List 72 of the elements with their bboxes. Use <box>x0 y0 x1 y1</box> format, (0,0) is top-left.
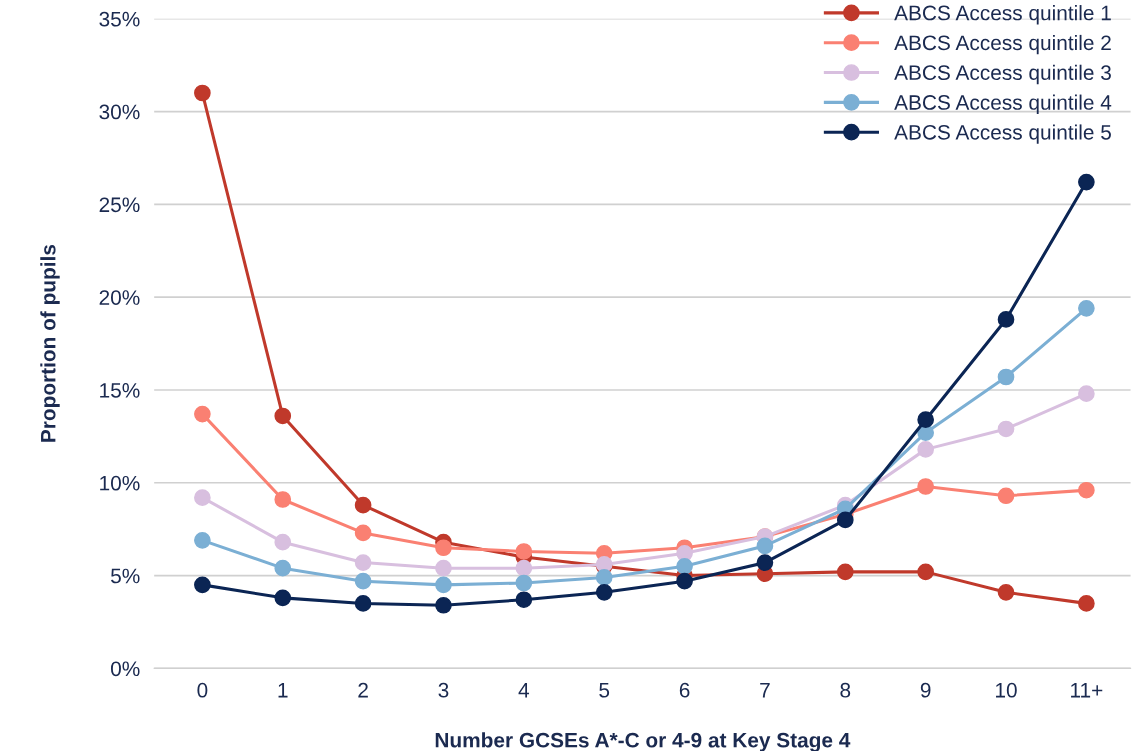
point <box>756 554 774 571</box>
point <box>997 420 1015 438</box>
point <box>917 411 934 429</box>
point <box>595 583 613 601</box>
x-tick-label: 7 <box>760 683 770 698</box>
x-axis-title: Number GCSEs A*-C or 4-9 at Key Stage 4 <box>435 732 851 751</box>
y-axis-title: Proportion of pupils <box>40 244 60 442</box>
legend-label: ABCS Access quintile 2 <box>894 34 1111 55</box>
point <box>997 311 1015 328</box>
point <box>1078 595 1095 612</box>
x-tick-label: 4 <box>518 683 530 698</box>
x-tick-label: 11+ <box>1071 683 1103 698</box>
point <box>997 583 1015 601</box>
point <box>917 478 934 495</box>
y-tick-label: 0% <box>110 661 140 677</box>
point <box>274 533 292 551</box>
point <box>1078 481 1095 499</box>
x-tick-label: 10 <box>996 682 1017 698</box>
point <box>274 407 292 425</box>
point <box>917 441 934 458</box>
point <box>435 596 452 614</box>
point <box>354 595 372 612</box>
y-tick-label: 30% <box>99 104 140 120</box>
point <box>194 531 211 549</box>
point <box>836 511 854 529</box>
x-tick-label: 2 <box>358 682 368 698</box>
point <box>515 559 533 577</box>
legend-label: ABCS Access quintile 3 <box>894 64 1111 85</box>
point <box>595 569 613 586</box>
point <box>676 557 693 575</box>
x-tick-label: 0 <box>197 682 208 698</box>
point <box>274 589 292 607</box>
legend-label: ABCS Access quintile 4 <box>894 94 1112 114</box>
point <box>354 524 372 542</box>
point <box>1078 299 1095 317</box>
point <box>354 554 372 571</box>
point <box>515 574 533 592</box>
point <box>354 572 372 590</box>
x-tick-label: 5 <box>599 683 610 698</box>
x-tick-label: 8 <box>840 682 851 698</box>
point <box>1078 173 1095 191</box>
legend-label: ABCS Access quintile 5 <box>894 124 1111 144</box>
point <box>1078 385 1095 403</box>
point <box>435 576 452 594</box>
x-tick-label: 1 <box>278 683 288 698</box>
x-tick-label: 3 <box>438 682 449 698</box>
point <box>676 572 693 590</box>
point <box>194 84 211 102</box>
y-tick-label: 10% <box>100 475 140 491</box>
point <box>997 368 1015 386</box>
point <box>515 591 533 609</box>
point <box>274 491 292 508</box>
y-tick-label: 20% <box>99 290 140 305</box>
point <box>354 496 372 514</box>
point <box>194 576 211 594</box>
x-tick-label: 6 <box>679 682 690 698</box>
point <box>194 489 211 506</box>
y-tick-label: 25% <box>99 197 140 213</box>
y-tick-label: 5% <box>111 568 140 584</box>
point <box>917 563 934 581</box>
x-tick-label: 9 <box>920 682 931 698</box>
y-tick-label: 15% <box>100 383 140 398</box>
point <box>515 543 533 560</box>
point <box>194 405 211 423</box>
y-tick-label: 35% <box>99 11 140 27</box>
point <box>997 487 1015 505</box>
point <box>435 539 452 557</box>
point <box>435 559 452 577</box>
point <box>274 559 292 577</box>
legend-label: ABCS Access quintile 1 <box>894 5 1111 25</box>
point <box>836 563 854 581</box>
point <box>756 537 774 555</box>
